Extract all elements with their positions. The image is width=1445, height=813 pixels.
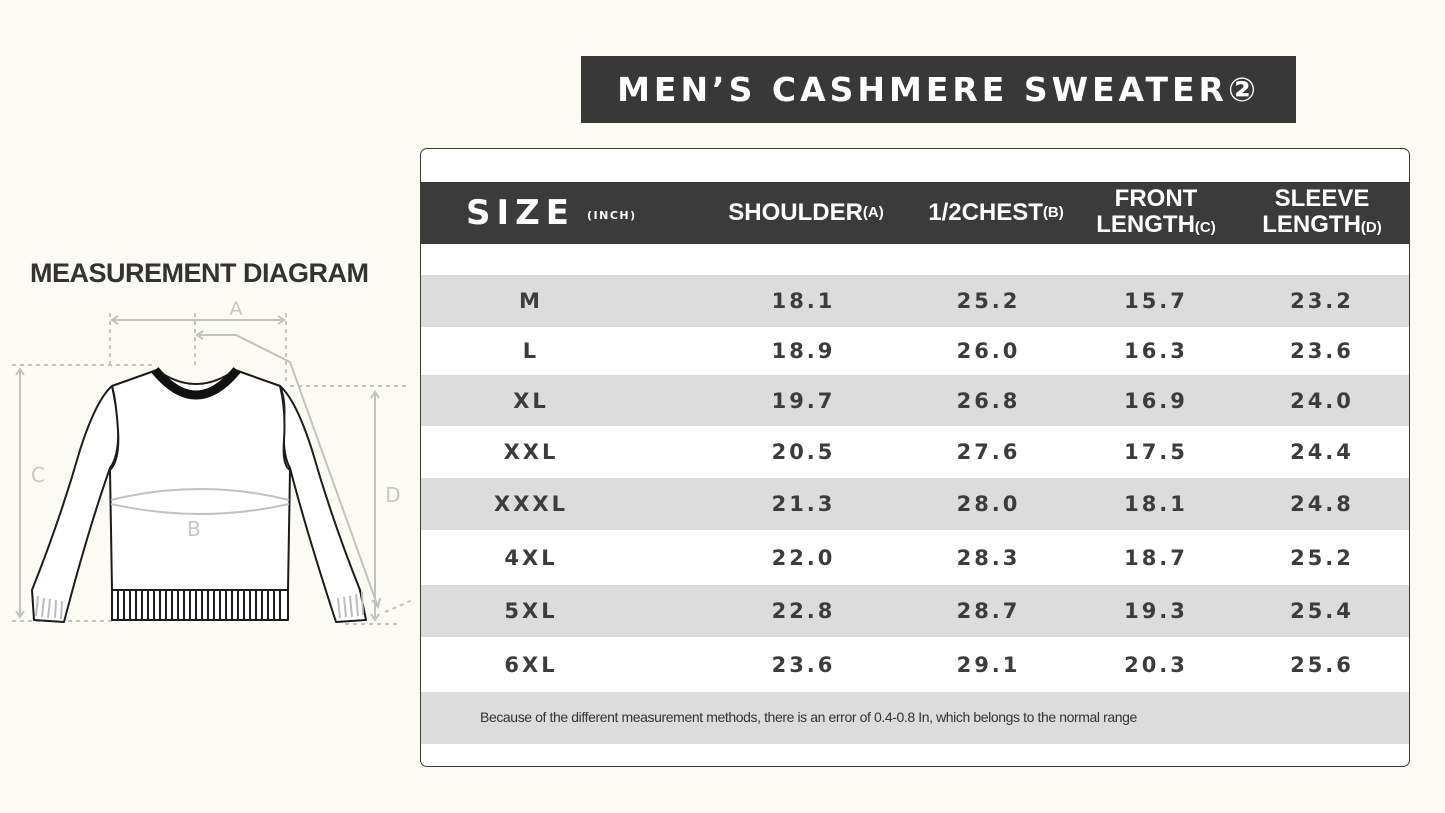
cell-shoulder: 21.3 [771, 492, 836, 516]
header-chest-label: 1/2CHEST [928, 199, 1043, 226]
table-row: L 18.9 26.0 16.3 23.6 [421, 327, 1409, 375]
table-row: XL 19.7 26.8 16.9 24.0 [421, 375, 1409, 426]
cell-shoulder: 23.6 [771, 652, 836, 677]
cell-front-length: 18.1 [1124, 492, 1188, 516]
cuff-ribbing [35, 591, 364, 620]
table-header: SIZE (INCH) SHOULDER (A) 1/2CHEST (B) FRON… [421, 182, 1409, 244]
cell-size: 5XL [504, 599, 558, 623]
cell-front-length: 19.3 [1124, 599, 1188, 623]
cell-size: XXXL [494, 492, 568, 516]
cell-chest: 26.8 [956, 388, 1021, 413]
page-title: MEN’S CASHMERE SWEATER② [617, 70, 1260, 109]
table-row: 4XL 22.0 28.3 18.7 25.2 [421, 530, 1409, 585]
cell-size: XXL [503, 440, 559, 464]
header-shoulder: SHOULDER (A) [721, 182, 891, 244]
measurement-note: Because of the different measurement met… [421, 692, 1409, 744]
cell-front-length: 18.7 [1124, 545, 1188, 570]
hem-ribbing [117, 591, 281, 619]
cell-chest: 25.2 [956, 289, 1021, 313]
header-unit-label: (INCH) [587, 209, 637, 222]
cell-chest: 26.0 [956, 339, 1021, 363]
cell-shoulder: 18.9 [771, 339, 836, 363]
cell-size: M [519, 289, 543, 313]
table-row: 6XL 23.6 29.1 20.3 25.6 [421, 637, 1409, 692]
page-title-banner: MEN’S CASHMERE SWEATER② [581, 56, 1296, 123]
cell-shoulder: 20.5 [771, 440, 836, 464]
cell-chest: 29.1 [956, 652, 1021, 677]
table-row: XXL 20.5 27.6 17.5 24.4 [421, 426, 1409, 478]
cell-front-length: 15.7 [1124, 289, 1188, 313]
cell-chest: 28.3 [956, 545, 1021, 570]
cell-front-length: 17.5 [1124, 440, 1188, 464]
chest-guide [110, 488, 290, 515]
cell-size: XL [513, 388, 549, 413]
label-c: C [31, 463, 45, 487]
header-front-line1: FRONT [1114, 184, 1198, 212]
cell-sleeve-length: 24.4 [1290, 440, 1354, 464]
sleeve-length-guide [290, 385, 413, 625]
label-a: A [230, 298, 243, 320]
table-row: XXXL 21.3 28.0 18.1 24.8 [421, 478, 1409, 530]
header-front-sub: (C) [1194, 218, 1216, 236]
shoulder-guide [109, 313, 287, 385]
cell-size: 4XL [504, 545, 558, 570]
header-sleeve-sub: (D) [1360, 218, 1382, 236]
cell-chest: 28.0 [956, 492, 1021, 516]
cell-front-length: 20.3 [1124, 652, 1188, 677]
cell-shoulder: 18.1 [771, 289, 836, 313]
cell-sleeve-length: 25.2 [1290, 545, 1354, 570]
table-row: M 18.1 25.2 15.7 23.2 [421, 275, 1409, 327]
cell-size: L [522, 339, 540, 363]
cell-chest: 28.7 [956, 599, 1021, 623]
collar [151, 367, 241, 400]
diagram-title: MEASUREMENT DIAGRAM [30, 258, 369, 288]
measurement-note-text: Because of the different measurement met… [480, 709, 1137, 725]
cell-front-length: 16.3 [1124, 339, 1188, 363]
cell-sleeve-length: 23.6 [1290, 339, 1354, 363]
header-front-length: FRONT LENGTH(C) [1081, 182, 1231, 244]
header-shoulder-sub: (A) [862, 204, 884, 221]
sweater-measurement-diagram: A C D [12, 298, 413, 625]
header-shoulder-label: SHOULDER [728, 199, 863, 226]
header-sleeve-line2: LENGTH [1262, 210, 1361, 238]
header-size-label: SIZE [466, 193, 576, 233]
table-row: 5XL 22.8 28.7 19.3 25.4 [421, 585, 1409, 637]
cell-size: 6XL [504, 652, 558, 677]
label-b: B [187, 517, 201, 541]
cell-front-length: 16.9 [1124, 388, 1188, 413]
cell-sleeve-length: 23.2 [1290, 289, 1354, 313]
sweater-outline [31, 369, 367, 623]
header-front-line2: LENGTH [1096, 210, 1195, 238]
header-size: SIZE (INCH) [466, 182, 706, 244]
cell-sleeve-length: 25.6 [1290, 652, 1354, 677]
cell-sleeve-length: 25.4 [1290, 599, 1354, 623]
cell-shoulder: 22.8 [771, 599, 836, 623]
header-sleeve-length: SLEEVE LENGTH(D) [1246, 182, 1398, 244]
header-sleeve-line1: SLEEVE [1274, 184, 1370, 212]
cell-shoulder: 19.7 [771, 388, 836, 413]
label-d: D [385, 483, 400, 507]
header-chest-sub: (B) [1042, 204, 1064, 221]
header-chest: 1/2CHEST (B) [911, 182, 1081, 244]
cell-sleeve-length: 24.8 [1290, 492, 1354, 516]
cell-shoulder: 22.0 [771, 545, 836, 570]
cell-sleeve-length: 24.0 [1290, 388, 1354, 413]
size-table-card: SIZE (INCH) SHOULDER (A) 1/2CHEST (B) FRON… [420, 148, 1410, 767]
cell-chest: 27.6 [956, 440, 1021, 464]
